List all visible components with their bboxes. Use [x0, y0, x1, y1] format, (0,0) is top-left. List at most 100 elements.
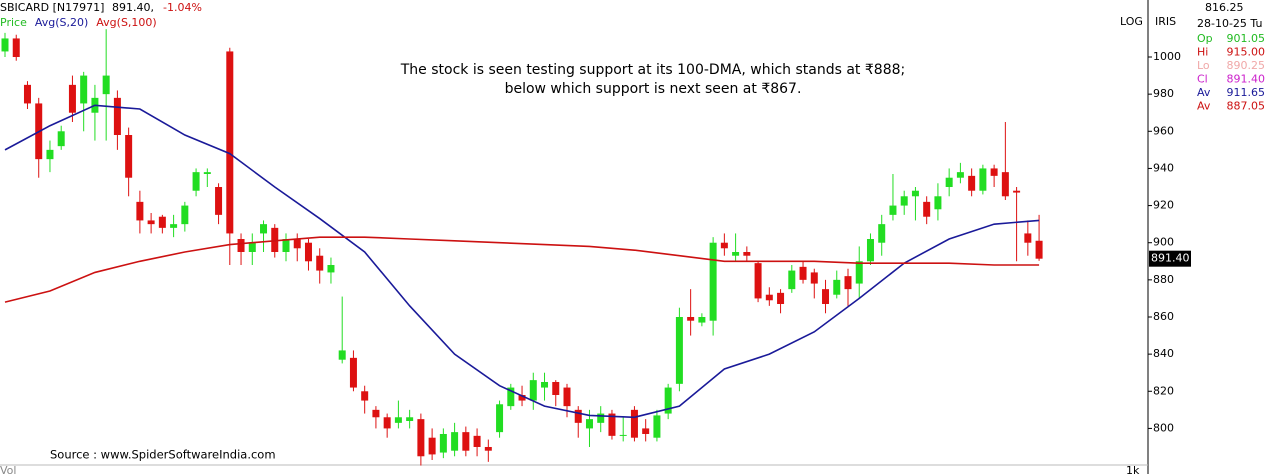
candle-body: [889, 205, 897, 215]
info-value: 891.40: [1227, 73, 1266, 86]
y-tick-label: 920: [1153, 199, 1174, 212]
candle-body: [507, 387, 515, 407]
candle-body: [394, 417, 402, 423]
candle-body: [1013, 190, 1021, 193]
candle-body: [923, 201, 931, 217]
annotation: below which support is next seen at ₹867…: [505, 81, 802, 97]
candle-body: [732, 251, 740, 256]
candle-body: [608, 413, 616, 436]
candle-body: [822, 289, 830, 304]
price-text: 891.40,: [112, 1, 154, 14]
candle-body: [428, 437, 436, 455]
candle-body: [743, 251, 751, 256]
candle-body: [158, 216, 166, 228]
candle-body: [102, 75, 110, 95]
candle-body: [260, 224, 268, 234]
candle-body: [439, 433, 447, 453]
candle-body: [900, 196, 908, 206]
candle-body: [698, 316, 706, 323]
candle-body: [664, 387, 672, 414]
candle-body: [529, 380, 537, 401]
candle-body: [855, 261, 863, 284]
candle-body: [754, 263, 762, 299]
panel-label: Vol: [0, 464, 16, 474]
candle-body: [68, 84, 76, 113]
candle-body: [451, 432, 459, 451]
candle-body: [57, 131, 65, 147]
candle-body: [720, 242, 728, 249]
info-value: 915.00: [1227, 46, 1266, 59]
candle-body: [12, 38, 20, 58]
y-tick-label: 1000: [1153, 50, 1181, 63]
candle-body: [777, 292, 785, 304]
legend-entry: Price: [0, 16, 27, 29]
candle-body: [349, 357, 357, 388]
candle-body: [327, 264, 335, 273]
candle-body: [304, 242, 312, 262]
info-price: 816.25: [1205, 1, 1244, 14]
info-label: Av: [1197, 100, 1211, 113]
candle-body: [226, 51, 234, 234]
info-value: 901.05: [1227, 32, 1266, 45]
y-tick-label: 840: [1153, 347, 1174, 360]
candle-body: [372, 409, 380, 418]
candle-body: [417, 419, 425, 457]
info-date: 28-10-25 Tu: [1197, 17, 1262, 30]
legend-entry: Avg(S,100): [96, 16, 156, 29]
info-value: 911.65: [1227, 86, 1266, 99]
candle-body: [597, 413, 605, 423]
candle-body: [518, 394, 526, 401]
candle-body: [181, 205, 189, 225]
legend-entry: Avg(S,20): [35, 16, 88, 29]
candle-body: [316, 255, 324, 271]
candle-body: [552, 381, 560, 395]
y-tick-label: 900: [1153, 236, 1174, 249]
candle-body: [203, 172, 211, 175]
candle-body: [338, 350, 346, 360]
candle-body: [968, 175, 976, 191]
candle-body: [765, 294, 773, 301]
candle-body: [799, 266, 807, 280]
candle-body: [675, 316, 683, 384]
y-tick-label: 940: [1153, 161, 1174, 174]
y-tick-label: 960: [1153, 124, 1174, 137]
scale-label: IRIS: [1155, 15, 1176, 28]
info-value: 887.05: [1227, 100, 1266, 113]
candle-body: [1, 38, 9, 52]
candle-body: [642, 428, 650, 434]
candle-body: [653, 415, 661, 438]
candle-body: [788, 270, 796, 290]
candle-body: [484, 446, 492, 451]
candle-body: [136, 201, 144, 221]
info-label: Op: [1197, 32, 1213, 45]
candle-body: [361, 391, 369, 401]
candle-body: [979, 168, 987, 191]
y-tick-label: 980: [1153, 87, 1174, 100]
chart-title: SBICARD [N17971]: [0, 1, 104, 14]
candle-body: [80, 75, 88, 104]
candle-body: [406, 417, 414, 421]
candle-body: [147, 220, 155, 225]
candle-body: [911, 190, 919, 197]
candle-body: [248, 242, 256, 252]
candle-body: [462, 432, 470, 451]
y-tick-label: 800: [1153, 421, 1174, 434]
candle-body: [541, 381, 549, 388]
info-label: Cl: [1197, 73, 1208, 86]
candle-body: [709, 242, 717, 321]
info-label: Av: [1197, 86, 1211, 99]
candle-body: [833, 279, 841, 295]
candle-body: [585, 419, 593, 429]
candle-body: [473, 435, 481, 447]
candle-body: [46, 149, 54, 160]
candle-body: [878, 224, 886, 243]
moving-average: [4, 236, 1040, 303]
info-label: Hi: [1197, 46, 1208, 59]
change-text: -1.04%: [163, 1, 202, 14]
source: Source : www.SpiderSoftwareIndia.com: [50, 448, 276, 462]
candle-body: [956, 172, 964, 178]
candle-body: [282, 238, 290, 252]
candle-body: [866, 238, 874, 262]
candle-body: [563, 387, 571, 407]
candle-body: [1001, 172, 1009, 197]
